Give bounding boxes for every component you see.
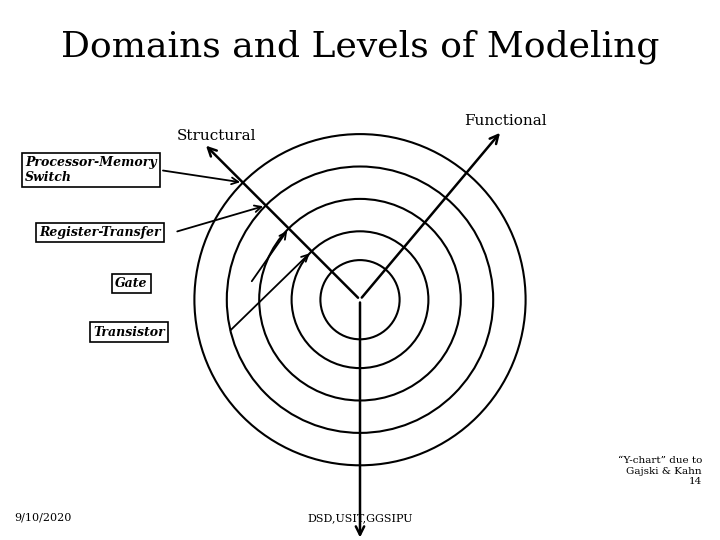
Text: “Y-chart” due to
Gajski & Kahn
14: “Y-chart” due to Gajski & Kahn 14 xyxy=(618,456,702,486)
Text: Transistor: Transistor xyxy=(94,326,166,339)
Text: Gate: Gate xyxy=(115,277,148,290)
Text: Functional: Functional xyxy=(464,114,546,129)
Text: Structural: Structural xyxy=(176,129,256,143)
Text: Processor-Memory
Switch: Processor-Memory Switch xyxy=(25,156,157,184)
Text: DSD,USIT,GGSIPU: DSD,USIT,GGSIPU xyxy=(307,512,413,523)
Text: Register-Transfer: Register-Transfer xyxy=(40,226,161,239)
Text: 9/10/2020: 9/10/2020 xyxy=(14,512,72,523)
Text: Domains and Levels of Modeling: Domains and Levels of Modeling xyxy=(60,30,660,64)
